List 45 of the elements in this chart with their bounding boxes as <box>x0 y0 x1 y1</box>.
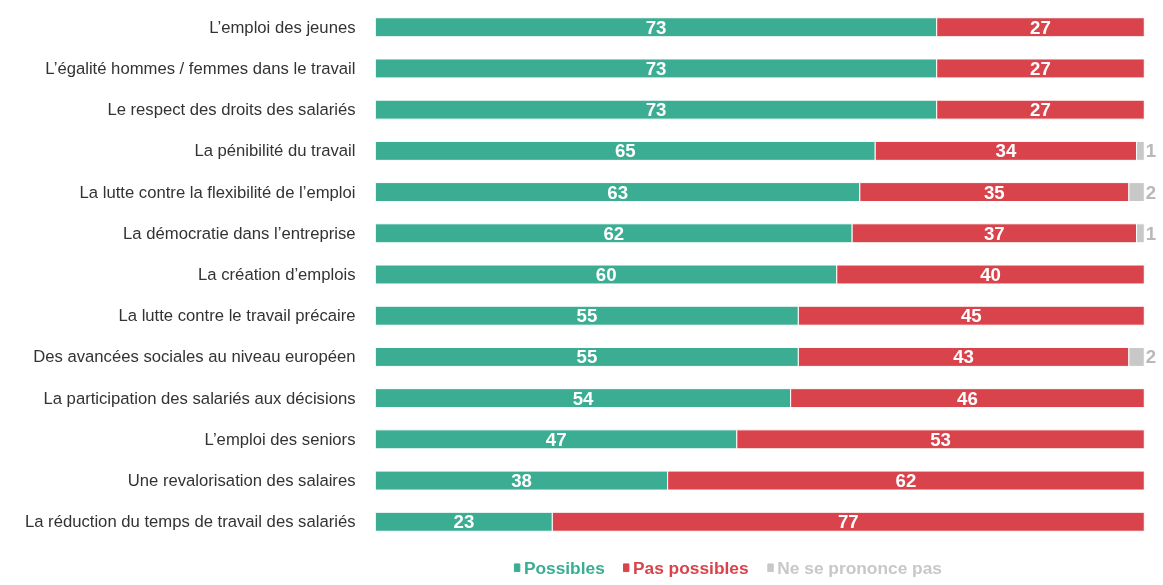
data-label: 37 <box>983 222 1005 244</box>
data-label: 77 <box>837 511 859 533</box>
data-label: 27 <box>1030 99 1051 121</box>
y-tick-label: Une revalorisation des salaires <box>127 471 356 491</box>
data-label: 54 <box>572 387 595 409</box>
data-label: 47 <box>545 428 567 450</box>
data-label: 27 <box>1030 16 1051 38</box>
y-tick-label: L’emploi des seniors <box>204 429 356 449</box>
data-label: 62 <box>603 222 625 244</box>
y-tick-label: La lutte contre la flexibilité de l’emploi <box>79 182 356 202</box>
y-tick-label: La création d’emplois <box>198 265 356 284</box>
y-tick-label: L’égalité hommes / femmes dans le travail <box>45 58 356 78</box>
data-label: 63 <box>607 181 629 203</box>
data-label: 55 <box>576 305 598 327</box>
data-label: 46 <box>957 387 978 409</box>
data-label: 23 <box>453 511 475 533</box>
y-tick-label: Des avancées sociales au niveau européen <box>33 347 356 367</box>
y-tick-label: La pénibilité du travail <box>194 141 356 161</box>
data-label: 45 <box>960 305 982 327</box>
data-label: 73 <box>645 16 667 38</box>
data-label: 1 <box>1145 140 1157 162</box>
y-tick-label: La démocratie dans l’entreprise <box>123 223 356 243</box>
data-label: 53 <box>930 428 951 450</box>
data-label: 40 <box>980 264 1001 285</box>
data-label: 1 <box>1145 222 1157 244</box>
data-label: 73 <box>645 57 667 79</box>
data-label: 38 <box>511 470 532 492</box>
data-label: 65 <box>614 140 636 162</box>
data-label: 60 <box>595 264 617 285</box>
legend-label: Possibles <box>523 557 605 578</box>
data-label: 73 <box>645 99 667 121</box>
data-label: 34 <box>995 140 1017 162</box>
data-label: 43 <box>953 346 975 368</box>
y-tick-label: La réduction du temps de travail des salariés <box>24 512 356 532</box>
data-label: 2 <box>1145 181 1157 203</box>
data-label: 35 <box>983 181 1005 203</box>
data-label: 62 <box>895 470 917 492</box>
y-tick-label: Le respect des droits des salariés <box>107 100 356 120</box>
legend-label: Pas possibles <box>632 557 749 578</box>
data-label: 2 <box>1145 346 1157 368</box>
data-label: 27 <box>1030 57 1051 79</box>
y-tick-label: L’emploi des jeunes <box>209 17 356 37</box>
data-label: 55 <box>576 346 598 368</box>
y-tick-label: La lutte contre le travail précaire <box>118 306 356 326</box>
y-tick-label: La participation des salariés aux décisions <box>43 388 356 408</box>
